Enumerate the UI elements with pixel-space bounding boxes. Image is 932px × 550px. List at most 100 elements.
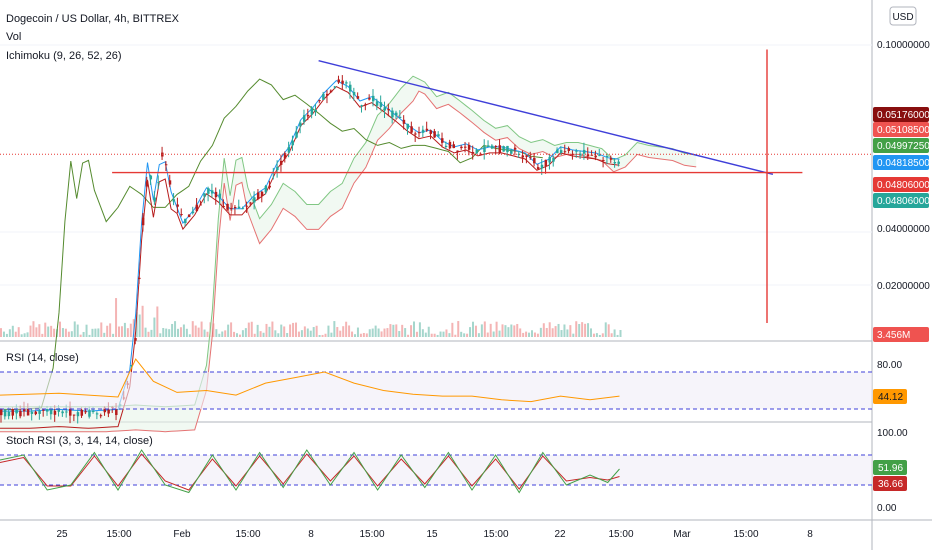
candle-body bbox=[203, 193, 206, 197]
candle-body bbox=[460, 146, 463, 149]
volume-bar bbox=[330, 332, 333, 337]
volume-bar bbox=[94, 328, 97, 337]
volume-bar bbox=[442, 331, 445, 337]
volume-bar bbox=[174, 321, 177, 337]
volume-bar bbox=[14, 331, 17, 337]
volume-bar bbox=[53, 328, 56, 337]
volume-bar bbox=[230, 322, 233, 337]
volume-bar bbox=[236, 333, 238, 337]
candle-body bbox=[95, 413, 99, 415]
ichimoku-legend: Ichimoku (9, 26, 52, 26) bbox=[6, 50, 122, 62]
candle-body bbox=[264, 185, 268, 193]
candle-body bbox=[464, 146, 467, 148]
candle-body bbox=[425, 128, 429, 131]
candle-body bbox=[429, 130, 433, 134]
candle-body bbox=[567, 148, 571, 151]
candle-body bbox=[410, 126, 413, 133]
candle-body bbox=[552, 157, 555, 162]
volume-bar bbox=[244, 328, 247, 337]
price-tick-label: 0.10000000 bbox=[877, 40, 930, 51]
candle-body bbox=[414, 133, 417, 135]
volume-bar bbox=[141, 305, 144, 337]
candle-body bbox=[510, 150, 513, 154]
candle-body bbox=[107, 409, 110, 414]
candle-body bbox=[529, 156, 532, 158]
time-tick-label: 15:00 bbox=[359, 529, 384, 540]
volume-bar bbox=[374, 325, 377, 337]
volume-bar bbox=[44, 322, 47, 337]
volume-bar bbox=[297, 331, 300, 337]
volume-bar bbox=[274, 330, 277, 337]
price-tag-bg bbox=[873, 107, 929, 122]
price-tag-bg bbox=[873, 193, 929, 208]
volume-bar bbox=[525, 331, 528, 337]
currency-button[interactable]: USD bbox=[889, 6, 917, 26]
candle-body bbox=[76, 412, 80, 417]
volume-bar bbox=[348, 325, 351, 337]
candle-body bbox=[475, 149, 479, 154]
volume-bar bbox=[188, 334, 191, 337]
volume-bar bbox=[610, 333, 613, 337]
time-tick-label: 15:00 bbox=[608, 529, 633, 540]
volume-bar bbox=[295, 322, 297, 337]
volume-bar bbox=[5, 333, 8, 337]
candle-body bbox=[172, 199, 176, 202]
volume-bars bbox=[0, 298, 622, 337]
volume-bar bbox=[554, 326, 557, 337]
ichimoku-base-line bbox=[0, 85, 620, 429]
candle-body bbox=[605, 155, 609, 157]
volume-bar bbox=[138, 314, 141, 337]
candle-body bbox=[548, 157, 551, 163]
candle-body bbox=[613, 161, 617, 164]
volume-bar bbox=[82, 331, 85, 337]
candle-body bbox=[579, 153, 582, 156]
time-tick-label: 15 bbox=[426, 529, 438, 540]
price-tag-bg bbox=[873, 177, 929, 192]
candle-body bbox=[153, 197, 156, 202]
candle-body bbox=[176, 204, 179, 207]
candle-body bbox=[7, 411, 11, 417]
gridlines bbox=[0, 44, 872, 286]
candle-body bbox=[391, 110, 394, 118]
candle-body bbox=[72, 414, 76, 416]
candle-body bbox=[3, 409, 7, 417]
candle-body bbox=[145, 181, 149, 187]
candle-body bbox=[268, 185, 271, 188]
volume-bar bbox=[495, 321, 498, 337]
candle-body bbox=[379, 102, 383, 107]
volume-bar bbox=[76, 324, 79, 337]
volume-bar bbox=[171, 323, 174, 337]
candle-body bbox=[345, 82, 348, 84]
volume-bar bbox=[103, 332, 106, 337]
volume-bar bbox=[448, 333, 451, 337]
time-axis[interactable]: 25 15:00 Feb 15:00 8 15:00 15 15:00 22 15:00 Mar 15… bbox=[56, 529, 813, 540]
candle-body bbox=[69, 407, 72, 416]
candle-body bbox=[329, 90, 333, 93]
volume-bar bbox=[97, 328, 100, 337]
volume-bar bbox=[312, 327, 315, 337]
candle-body bbox=[222, 206, 225, 208]
volume-bar bbox=[607, 324, 610, 337]
candle-body bbox=[88, 410, 91, 417]
candle-body bbox=[559, 150, 563, 153]
time-tick-label: 22 bbox=[554, 529, 566, 540]
price-tag-bg bbox=[873, 122, 929, 137]
volume-bar bbox=[11, 325, 14, 337]
volume-bar bbox=[277, 333, 280, 337]
candle-body bbox=[34, 411, 38, 415]
volume-bar bbox=[480, 324, 483, 337]
candle-body bbox=[533, 158, 536, 164]
candle-body bbox=[337, 79, 340, 83]
candle-body bbox=[214, 191, 218, 198]
volume-bar bbox=[489, 323, 492, 337]
volume-bar bbox=[20, 334, 23, 337]
volume-bar bbox=[162, 328, 165, 337]
volume-bar bbox=[404, 328, 407, 337]
descending-trendline[interactable] bbox=[318, 60, 774, 176]
candle-body bbox=[233, 206, 237, 209]
volume-bar bbox=[424, 332, 427, 337]
ichimoku-conversion-line bbox=[0, 79, 620, 412]
volume-bar bbox=[342, 326, 345, 337]
candle-body bbox=[15, 409, 18, 414]
